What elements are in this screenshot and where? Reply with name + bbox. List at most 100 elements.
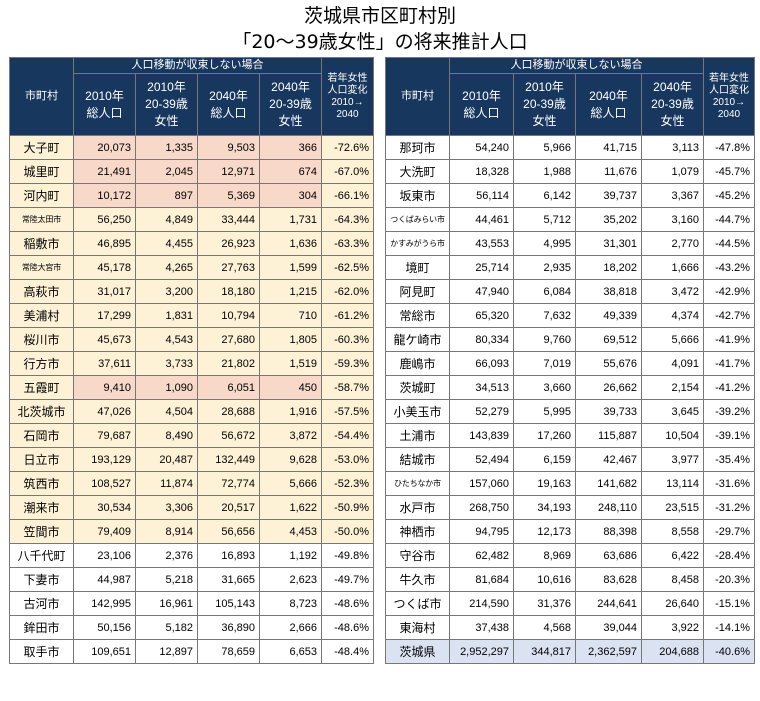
population-2010: 44,461 (449, 207, 514, 232)
women-change: -44.7% (703, 207, 755, 232)
city-name: 古河市 (9, 591, 74, 616)
women-2040: 1,079 (641, 159, 704, 184)
women-2010: 4,995 (513, 231, 576, 256)
table-row: 八千代町 23,106 2,376 16,893 1,192 -49.8% (9, 543, 374, 568)
population-2010: 31,017 (73, 279, 136, 304)
women-2040: 3,872 (259, 423, 322, 448)
women-2010: 8,490 (135, 423, 198, 448)
table-row: 水戸市 268,750 34,193 248,110 23,515 -31.2% (385, 495, 755, 520)
population-2040: 141,682 (575, 471, 642, 496)
women-2010: 3,306 (135, 495, 198, 520)
women2040-column-header: 2040年 20-39歳 女性 (259, 73, 322, 136)
women-change: -42.9% (703, 279, 755, 304)
city-name: 筑西市 (9, 471, 74, 496)
city-name: 東海村 (385, 615, 450, 640)
population-2010: 9,410 (73, 375, 136, 400)
population-2040: 56,656 (197, 519, 260, 544)
women-change: -14.1% (703, 615, 755, 640)
city-name: つくば市 (385, 591, 450, 616)
change-column-header: 若年女性 人口変化 2010→ 2040 (703, 57, 755, 136)
women-2040: 10,504 (641, 423, 704, 448)
table-row: 石岡市 79,687 8,490 56,672 3,872 -54.4% (9, 423, 374, 448)
women-2010: 1,831 (135, 303, 198, 328)
population-2040: 26,662 (575, 375, 642, 400)
women-change: -42.7% (703, 303, 755, 328)
population-2040: 10,794 (197, 303, 260, 328)
women-change: -31.6% (703, 471, 755, 496)
women-change: -54.4% (321, 423, 374, 448)
women-2010: 16,961 (135, 591, 198, 616)
population-2040: 72,774 (197, 471, 260, 496)
women-2040: 204,688 (641, 639, 704, 664)
population-2040: 12,971 (197, 159, 260, 184)
population-2010: 52,494 (449, 447, 514, 472)
population-2040: 78,659 (197, 639, 260, 664)
women-change: -44.5% (703, 231, 755, 256)
population-2040: 18,180 (197, 279, 260, 304)
page-title: 茨城県市区町村別 (303, 5, 456, 27)
population-2010: 45,673 (73, 327, 136, 352)
women-2010: 4,504 (135, 399, 198, 424)
table-row: 坂東市 56,114 6,142 39,737 3,367 -45.2% (385, 183, 755, 208)
population-2040: 11,676 (575, 159, 642, 184)
city-name: 稲敷市 (9, 231, 74, 256)
city-name: 大子町 (9, 135, 74, 160)
table-row: 神栖市 94,795 12,173 88,398 8,558 -29.7% (385, 519, 755, 544)
population-2010: 108,527 (73, 471, 136, 496)
women-change: -49.7% (321, 567, 374, 592)
city-name: 土浦市 (385, 423, 450, 448)
population-2040: 132,449 (197, 447, 260, 472)
city-name: 水戸市 (385, 495, 450, 520)
population-2010: 30,534 (73, 495, 136, 520)
women-2010: 34,193 (513, 495, 576, 520)
women-2040: 1,599 (259, 255, 322, 280)
women-change: -35.4% (703, 447, 755, 472)
women-2010: 4,568 (513, 615, 576, 640)
women-change: -62.0% (321, 279, 374, 304)
population-2010: 23,106 (73, 543, 136, 568)
women-change: -45.7% (703, 159, 755, 184)
women-change: -58.7% (321, 375, 374, 400)
women-2010: 4,455 (135, 231, 198, 256)
population-2010: 79,687 (73, 423, 136, 448)
women-2010: 5,995 (513, 399, 576, 424)
women2010-column-header: 2010年 20-39歳 女性 (135, 73, 198, 136)
city-name: 神栖市 (385, 519, 450, 544)
population-2040: 39,044 (575, 615, 642, 640)
city-name: 阿見町 (385, 279, 450, 304)
city-name: 茨城県 (385, 639, 450, 664)
population-2040: 115,887 (575, 423, 642, 448)
city-name: 鉾田市 (9, 615, 74, 640)
population-2040: 38,818 (575, 279, 642, 304)
women-change: -62.5% (321, 255, 374, 280)
women-change: -50.9% (321, 495, 374, 520)
population-2010: 268,750 (449, 495, 514, 520)
population-2010: 62,482 (449, 543, 514, 568)
women-2010: 2,935 (513, 255, 576, 280)
population-2040: 56,672 (197, 423, 260, 448)
table-row: 下妻市 44,987 5,218 31,665 2,623 -49.7% (9, 567, 374, 592)
women-2040: 3,977 (641, 447, 704, 472)
women-2040: 8,723 (259, 591, 322, 616)
city-name: 龍ケ崎市 (385, 327, 450, 352)
women-2010: 17,260 (513, 423, 576, 448)
population-2010: 21,491 (73, 159, 136, 184)
population-2040: 248,110 (575, 495, 642, 520)
city-name: 桜川市 (9, 327, 74, 352)
table-row: 境町 25,714 2,935 18,202 1,666 -43.2% (385, 255, 755, 280)
page-subtitle: 「20～39歳女性」の将来推計人口 (232, 31, 528, 53)
table-row: 取手市 109,651 12,897 78,659 6,653 -48.4% (9, 639, 374, 664)
table-row: 大洗町 18,328 1,988 11,676 1,079 -45.7% (385, 159, 755, 184)
population-2040: 27,680 (197, 327, 260, 352)
women-change: -41.9% (703, 327, 755, 352)
city-name: 牛久市 (385, 567, 450, 592)
city-name: 守谷市 (385, 543, 450, 568)
women-2040: 2,666 (259, 615, 322, 640)
population-2040: 42,467 (575, 447, 642, 472)
women-2040: 6,653 (259, 639, 322, 664)
women-2010: 31,376 (513, 591, 576, 616)
population-2010: 80,334 (449, 327, 514, 352)
women-2040: 2,770 (641, 231, 704, 256)
table-row: 鉾田市 50,156 5,182 36,890 2,666 -48.6% (9, 615, 374, 640)
table-row: 牛久市 81,684 10,616 83,628 8,458 -20.3% (385, 567, 755, 592)
